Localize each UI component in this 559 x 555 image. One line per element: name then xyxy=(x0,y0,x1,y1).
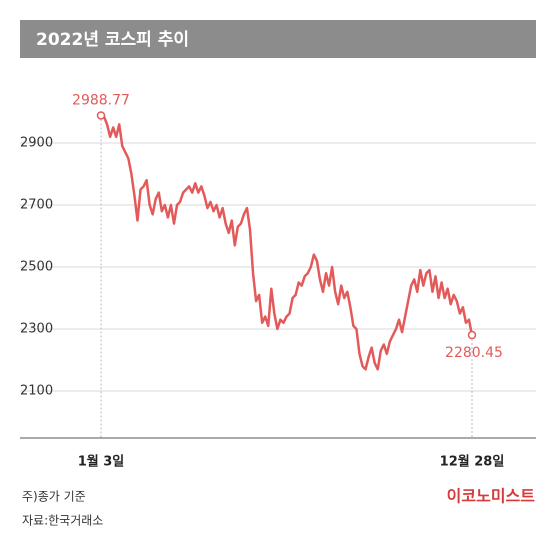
y-tick-label: 2500 xyxy=(20,260,53,275)
y-tick-label: 2700 xyxy=(20,198,53,213)
value-label: 2280.45 xyxy=(445,345,503,361)
note: 주)종가 기준 xyxy=(22,490,86,504)
chart-title: 2022년 코스피 추이 xyxy=(36,30,189,50)
title-bar xyxy=(20,20,536,58)
brand: 이코노미스트 xyxy=(447,487,536,506)
y-tick-label: 2100 xyxy=(20,384,53,399)
x-tick-label: 1월 3일 xyxy=(78,454,125,470)
source: 자료:한국거래소 xyxy=(22,514,103,528)
x-tick-label: 12월 28일 xyxy=(440,454,505,470)
y-tick-label: 2300 xyxy=(20,322,53,337)
y-tick-label: 2900 xyxy=(20,136,53,151)
line xyxy=(100,114,474,371)
end-point xyxy=(96,111,106,120)
end-point xyxy=(467,330,477,340)
value-label: 2988.77 xyxy=(72,92,130,108)
